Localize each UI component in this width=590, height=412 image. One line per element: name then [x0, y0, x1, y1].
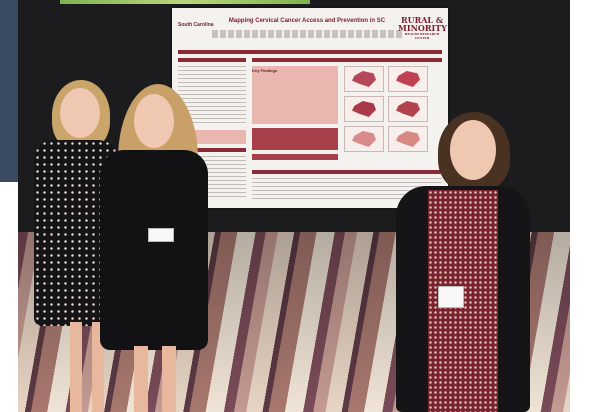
- person-left-face: [60, 88, 100, 138]
- poster-authors-line: [212, 30, 402, 38]
- left-banner-edge: [0, 0, 18, 182]
- poster-findings-box: [252, 66, 338, 124]
- person-middle-name-badge: [148, 228, 174, 242]
- poster-logo-line1: RURAL &: [400, 15, 444, 25]
- poster-section-header-bottom: [252, 170, 442, 174]
- person-middle-leg: [134, 346, 148, 412]
- poster-stats-row: [252, 154, 338, 160]
- right-white-margin: [570, 0, 590, 412]
- poster-section-header-results: [252, 58, 442, 62]
- poster-logo-line2: MINORITY: [398, 23, 447, 33]
- person-middle-leg-2: [162, 346, 176, 412]
- poster-map-1: [344, 66, 384, 92]
- person-right-face: [450, 120, 496, 180]
- poster-map-2: [388, 66, 428, 92]
- poster-logo-sub: HEALTH RESEARCH CENTER: [404, 32, 440, 40]
- poster-section-header-left-2: [178, 148, 246, 152]
- person-left-leg: [70, 322, 82, 412]
- poster-university: South Carolina: [178, 22, 214, 28]
- poster-header-bar: [178, 50, 442, 54]
- poster-logo: RURAL & MINORITY HEALTH RESEARCH CENTER: [398, 15, 447, 40]
- left-white-margin: [0, 182, 18, 412]
- person-middle-face: [134, 94, 174, 148]
- poster-map-6: [388, 126, 428, 152]
- research-poster: South Carolina Mapping Cervical Cancer A…: [172, 8, 448, 208]
- poster-stats-table: [252, 128, 338, 150]
- poster-map-5: [344, 126, 384, 152]
- top-green-strip: [60, 0, 310, 4]
- poster-map-4: [388, 96, 428, 122]
- person-middle-dress: [100, 150, 208, 350]
- poster-map-3: [344, 96, 384, 122]
- poster-section-header-left: [178, 58, 246, 62]
- person-right-name-badge: [438, 286, 464, 308]
- poster-title: Mapping Cervical Cancer Access and Preve…: [228, 18, 386, 24]
- poster-findings-heading: Key Findings: [252, 68, 278, 73]
